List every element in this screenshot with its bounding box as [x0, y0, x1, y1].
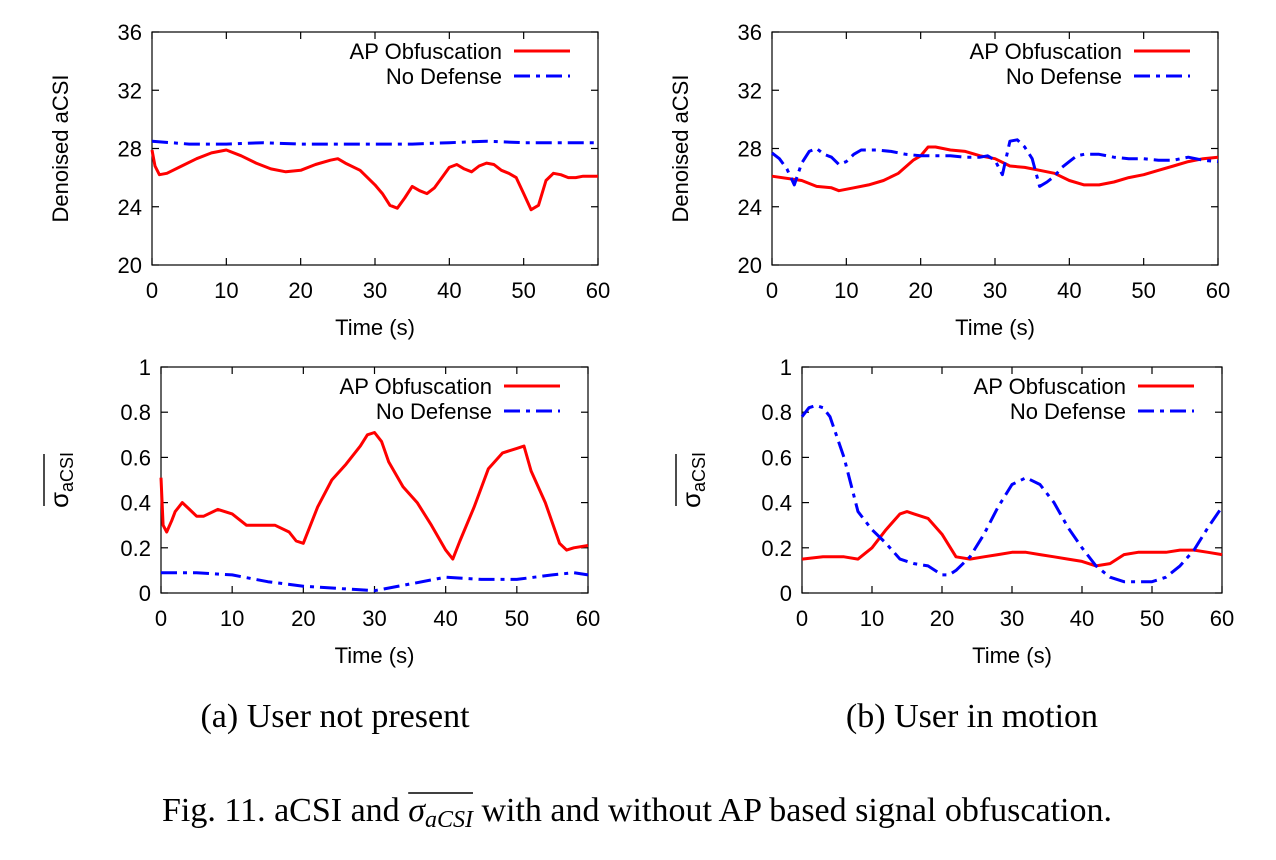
y-axis-label: Denoised aCSI — [48, 75, 73, 223]
chart-b-top: 20 24 28 32 36 0 10 20 30 40 50 60 Time (s) Denoised … — [668, 20, 1230, 340]
x-tick-label: 10 — [214, 278, 238, 303]
legend-label: AP Obfuscation — [970, 39, 1122, 64]
y-axis-label-text: σaCSI — [44, 452, 77, 508]
legend-label: AP Obfuscation — [974, 374, 1126, 399]
y-axis-label: Denoised aCSI — [668, 75, 693, 223]
series-line-ap-obfuscation — [801, 510, 1223, 568]
x-tick-label: 40 — [437, 278, 461, 303]
x-axis-label: Time (s) — [335, 315, 415, 340]
y-tick-label: 0.8 — [120, 400, 151, 425]
y-tick-label: 36 — [738, 20, 762, 45]
x-tick-label: 40 — [433, 606, 457, 631]
x-tick-label: 60 — [1206, 278, 1230, 303]
x-tick-label: 10 — [860, 606, 884, 631]
x-axis-label: Time (s) — [335, 643, 415, 668]
y-axis-label: σaCSI — [43, 452, 77, 508]
chart-a-top: 20 24 28 32 36 0 10 20 30 40 50 60 Time (s) Denoised … — [48, 20, 610, 340]
y-tick-label: 20 — [118, 253, 142, 278]
y-tick-label: 24 — [118, 195, 142, 220]
series-line-no-defense — [771, 138, 1219, 188]
legend-label: No Defense — [386, 64, 502, 89]
y-tick-label: 32 — [118, 78, 142, 103]
x-tick-label: 20 — [908, 278, 932, 303]
y-tick-label: 20 — [738, 253, 762, 278]
y-tick-label: 0.2 — [120, 536, 151, 561]
x-tick-label: 30 — [362, 606, 386, 631]
x-tick-label: 50 — [511, 278, 535, 303]
legend-label: AP Obfuscation — [340, 374, 492, 399]
plot-frame — [771, 31, 1219, 266]
y-tick-label: 36 — [118, 20, 142, 45]
x-tick-label: 0 — [796, 606, 808, 631]
subcaption-a: (a) User not present — [200, 698, 470, 735]
plot-frame — [160, 366, 589, 594]
x-tick-label: 30 — [1000, 606, 1024, 631]
plot-frame — [151, 31, 599, 266]
series-line-ap-obfuscation — [771, 145, 1219, 193]
x-tick-label: 0 — [146, 278, 158, 303]
x-tick-label: 20 — [930, 606, 954, 631]
x-tick-label: 0 — [766, 278, 778, 303]
x-tick-label: 30 — [983, 278, 1007, 303]
x-tick-label: 50 — [505, 606, 529, 631]
legend-label: No Defense — [1006, 64, 1122, 89]
y-tick-label: 28 — [738, 137, 762, 162]
y-tick-label: 1 — [139, 355, 151, 380]
y-axis-label-text: σaCSI — [676, 452, 709, 508]
caption-math: σ — [408, 792, 426, 829]
y-tick-label: 24 — [738, 195, 762, 220]
x-tick-label: 40 — [1057, 278, 1081, 303]
y-tick-label: 0.6 — [761, 445, 792, 470]
figure-caption: Fig. 11. aCSI and σaCSI with and without… — [162, 792, 1112, 833]
series-line-no-defense — [151, 139, 598, 146]
x-tick-label: 60 — [586, 278, 610, 303]
y-tick-label: 32 — [738, 78, 762, 103]
x-tick-label: 10 — [220, 606, 244, 631]
x-tick-label: 20 — [291, 606, 315, 631]
y-tick-label: 28 — [118, 137, 142, 162]
x-tick-label: 50 — [1140, 606, 1164, 631]
y-tick-label: 0.8 — [761, 400, 792, 425]
series-line-ap-obfuscation — [150, 148, 598, 212]
x-axis-label: Time (s) — [955, 315, 1035, 340]
x-tick-label: 60 — [1210, 606, 1234, 631]
series-line-ap-obfuscation — [159, 431, 589, 561]
legend-label: No Defense — [376, 399, 492, 424]
y-tick-label: 0.4 — [761, 491, 792, 516]
legend-label: No Defense — [1010, 399, 1126, 424]
y-tick-label: 0 — [139, 581, 151, 606]
y-tick-label: 1 — [780, 355, 792, 380]
y-tick-label: 0.6 — [120, 445, 151, 470]
x-tick-label: 60 — [576, 606, 600, 631]
series-line-no-defense — [161, 571, 589, 593]
subcaption-b: (b) User in motion — [846, 698, 1098, 735]
y-tick-label: 0.4 — [120, 491, 151, 516]
x-axis-label: Time (s) — [972, 643, 1052, 668]
x-tick-label: 20 — [288, 278, 312, 303]
x-tick-label: 10 — [834, 278, 858, 303]
y-tick-label: 0 — [780, 581, 792, 606]
x-tick-label: 0 — [155, 606, 167, 631]
x-tick-label: 30 — [363, 278, 387, 303]
x-tick-label: 40 — [1070, 606, 1094, 631]
series-line-no-defense — [800, 403, 1224, 584]
y-tick-label: 0.2 — [761, 536, 792, 561]
y-axis-label: σaCSI — [675, 452, 709, 508]
legend-label: AP Obfuscation — [350, 39, 502, 64]
x-tick-label: 50 — [1131, 278, 1155, 303]
